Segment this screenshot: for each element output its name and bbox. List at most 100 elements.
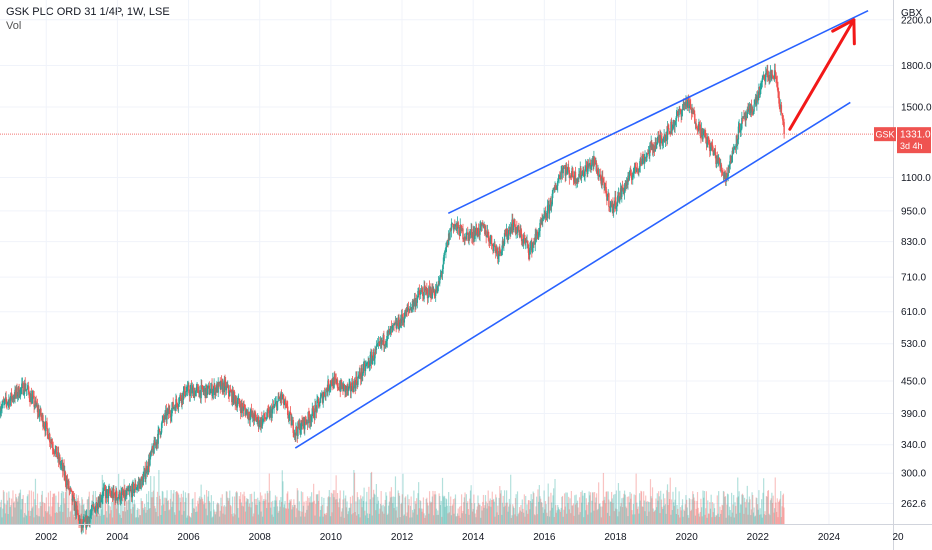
candle-body [572,168,574,177]
volume-label[interactable]: Vol [6,20,22,32]
candle-body [398,317,400,329]
candle-body [595,163,598,173]
candle-body [158,428,161,432]
volume-bar [719,506,721,524]
volume-bar [440,500,442,524]
volume-bar [750,515,752,524]
candle-body [503,244,505,245]
volume-bar [495,497,497,524]
volume-bar [296,508,298,524]
candle-body [722,171,724,176]
candle-body [304,417,306,430]
candle-body [546,205,549,219]
time-axis[interactable]: 2002 2004 2006 2008 2010 2012 2014 2016 2018 2020… [35,532,904,543]
volume-bar [123,478,125,524]
volume-bar [36,514,38,524]
volume-bar [148,508,150,524]
volume-bar [428,513,430,524]
candle-body [705,137,708,145]
volume-bar [707,513,710,524]
volume-bar [292,507,294,524]
symbol-title[interactable]: GSK PLC ORD 31 1/4P, 1W, LSE [6,6,170,18]
volume-bar [667,504,669,524]
volume-bar [502,495,504,524]
volume-bar [306,496,309,524]
volume-bar [621,498,623,524]
volume-bar [485,501,487,524]
candle-body [297,422,299,436]
candle-body [776,82,779,88]
volume-bar [137,507,139,524]
volume-bar [246,499,249,524]
volume-bar [226,491,228,524]
candle-body [77,514,80,517]
volume-bar [361,507,363,524]
drawings[interactable] [294,9,869,449]
volume-bar [354,512,356,524]
volume-bar [469,490,472,524]
volume-bar [295,517,297,524]
candle-body [726,176,729,178]
candle-body [552,190,554,194]
volume-bar [265,499,267,524]
candle-body [580,175,583,178]
volume-bar [45,511,47,524]
volume-bar [356,515,358,524]
volume-bar [579,512,581,524]
volume-bar [630,498,632,524]
volume-bar [283,504,285,524]
volume-bar [649,479,652,524]
volume-bar [105,511,107,524]
volume-bar [660,490,662,524]
volume-bar [258,500,260,524]
candle-body [366,363,368,365]
volume-bar [649,502,651,524]
volume-bar [19,492,21,524]
volume-bar [651,487,654,524]
volume-bar [183,511,185,524]
candlestick-series [0,63,785,535]
volume-bar [122,511,125,524]
candle-body [536,231,538,235]
volume-bar [243,491,245,524]
volume-bar [622,497,624,524]
volume-bar [471,511,474,524]
volume-bar [677,514,680,524]
volume-bar [386,514,388,524]
volume-bar [253,491,255,524]
candle-body [149,451,152,458]
candle-body [10,392,13,400]
candle-body [533,242,535,244]
candle-body [285,404,288,405]
volume-bar [319,516,321,524]
volume-bar [426,502,429,524]
volume-bar [291,505,294,524]
volume-bar [12,490,14,524]
candle-body [282,395,285,405]
volume-bar [771,492,773,524]
volume-bar [17,501,19,524]
price-axis[interactable]: GBX 2200.01800.01500.01100.0950.0830.071… [901,8,932,510]
candle-body [512,224,515,231]
volume-bar [758,490,760,524]
volume-bar [188,493,190,524]
volume-bar [202,501,204,524]
volume-bar [477,495,479,524]
candle-body [667,125,669,129]
volume-bar [576,500,579,524]
candle-body [767,70,769,78]
volume-bar [129,490,131,524]
volume-bar [21,498,24,524]
candle-body [570,175,572,177]
volume-bar [628,502,630,524]
volume-bar [756,504,759,524]
volume-bar [268,502,270,524]
volume-bar [29,515,31,524]
volume-bar [314,515,316,524]
volume-bar [661,506,663,524]
candle-body [109,493,112,495]
volume-bar [175,491,177,524]
candle-body [239,404,241,408]
volume-bar [448,512,450,524]
